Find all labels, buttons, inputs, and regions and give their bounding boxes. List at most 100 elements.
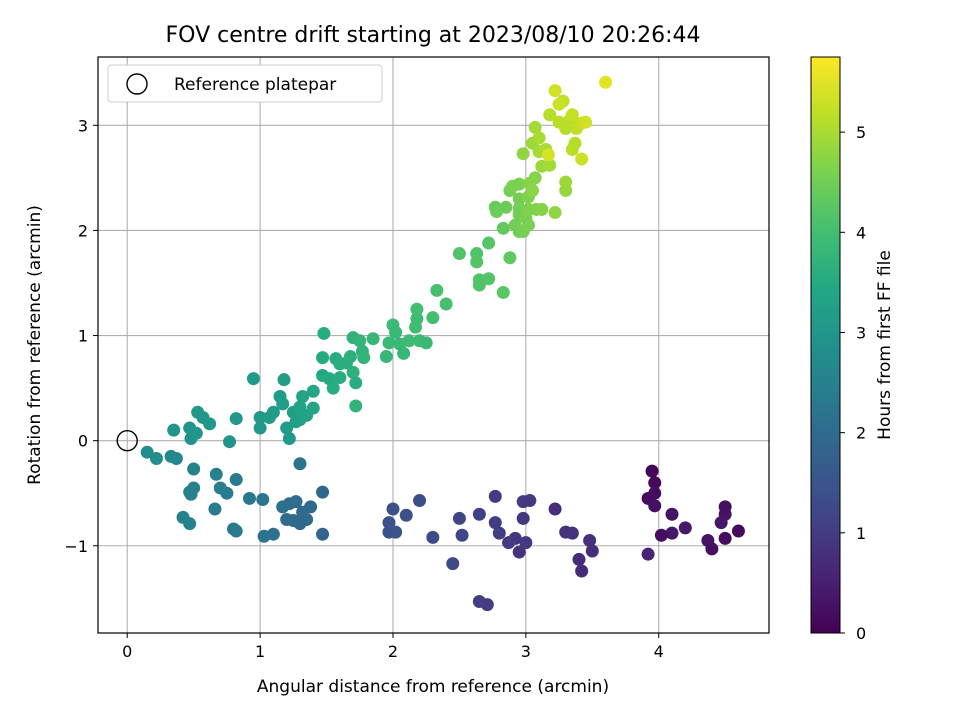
data-point (246, 372, 260, 386)
y-tick-label: 0 (78, 432, 88, 451)
colorbar (810, 56, 841, 634)
colorbar-tick-label: 3 (856, 323, 866, 342)
data-point (149, 452, 163, 466)
data-point (366, 332, 380, 346)
data-point (452, 247, 466, 261)
data-point (397, 346, 411, 360)
data-point (543, 108, 557, 122)
data-point (559, 183, 573, 197)
data-point (426, 311, 440, 325)
y-axis-ticks: −1 0 1 2 3 (64, 116, 98, 556)
data-point (575, 152, 589, 166)
colorbar-tick-label: 4 (856, 223, 866, 242)
data-point (731, 524, 745, 538)
data-point (419, 336, 433, 350)
data-point (229, 412, 243, 426)
scatter-points (140, 75, 745, 612)
x-axis-label: Angular distance from reference (arcmin) (257, 677, 609, 697)
data-point (599, 75, 613, 89)
data-point (543, 158, 557, 172)
data-point (256, 493, 270, 507)
legend-entry-reference: Reference platepar (174, 75, 336, 95)
data-point (346, 365, 360, 379)
data-point (718, 500, 732, 514)
data-point (306, 401, 320, 415)
data-point (575, 564, 589, 578)
x-tick-label: 3 (521, 642, 531, 661)
data-point (349, 399, 363, 413)
data-point (579, 115, 593, 129)
data-point (183, 517, 197, 531)
grid (98, 57, 769, 633)
data-point (382, 516, 396, 530)
y-axis-label: Rotation from reference (arcmin) (25, 205, 45, 485)
data-point (280, 421, 294, 435)
reference-marker-layer (116, 429, 138, 452)
data-point (523, 494, 537, 508)
colorbar-tick-label: 5 (856, 123, 866, 142)
data-point (525, 183, 539, 197)
data-point (333, 371, 347, 385)
data-point (306, 384, 320, 398)
data-point (648, 476, 662, 490)
y-tick-label: 1 (78, 327, 88, 346)
data-point (488, 489, 502, 503)
data-point (565, 526, 579, 540)
data-point (565, 108, 579, 122)
data-point (140, 445, 154, 459)
y-tick-label: 3 (78, 116, 88, 135)
colorbar-tick-label: 1 (856, 524, 866, 543)
data-point (430, 283, 444, 297)
data-point (357, 351, 371, 365)
data-point (426, 530, 440, 544)
data-point (209, 467, 223, 481)
data-point (568, 136, 582, 150)
data-point (472, 278, 486, 292)
chart-title: FOV centre drift starting at 2023/08/10 … (166, 23, 701, 48)
y-tick-label: 2 (78, 221, 88, 240)
data-point (410, 312, 424, 326)
data-point (389, 525, 403, 539)
data-point (316, 485, 330, 499)
data-point (645, 464, 659, 478)
colorbar-ticks: 0 1 2 3 4 5 (840, 123, 866, 643)
data-point (183, 485, 197, 499)
data-point (678, 521, 692, 535)
data-point (410, 302, 424, 316)
data-point (665, 507, 679, 521)
data-point (189, 426, 203, 440)
legend-reference-marker (126, 73, 148, 95)
legend: Reference platepar (107, 64, 383, 103)
x-tick-label: 2 (388, 642, 398, 661)
colorbar-tick-label: 2 (856, 424, 866, 443)
data-point (522, 218, 536, 232)
data-point (641, 547, 655, 561)
data-point (583, 534, 597, 548)
data-point (343, 350, 357, 364)
data-point (399, 508, 413, 522)
data-point (167, 423, 181, 437)
data-point (548, 502, 562, 516)
data-point (282, 432, 296, 446)
data-point (203, 417, 217, 431)
data-point (229, 524, 243, 538)
data-point (572, 552, 586, 566)
data-point (379, 350, 393, 364)
x-axis-ticks: 0 1 2 3 4 (122, 633, 664, 661)
data-point (654, 528, 668, 542)
data-point (276, 500, 290, 514)
data-point (512, 177, 526, 191)
data-point (439, 297, 453, 311)
data-point (535, 202, 549, 216)
data-point (648, 499, 662, 513)
data-point (187, 462, 201, 476)
data-point (648, 486, 662, 500)
data-point (665, 526, 679, 540)
data-point (296, 505, 310, 519)
colorbar-tick-label: 0 (856, 624, 866, 643)
data-point (705, 542, 719, 556)
data-point (223, 435, 237, 449)
data-point (353, 334, 367, 348)
data-point (293, 457, 307, 471)
